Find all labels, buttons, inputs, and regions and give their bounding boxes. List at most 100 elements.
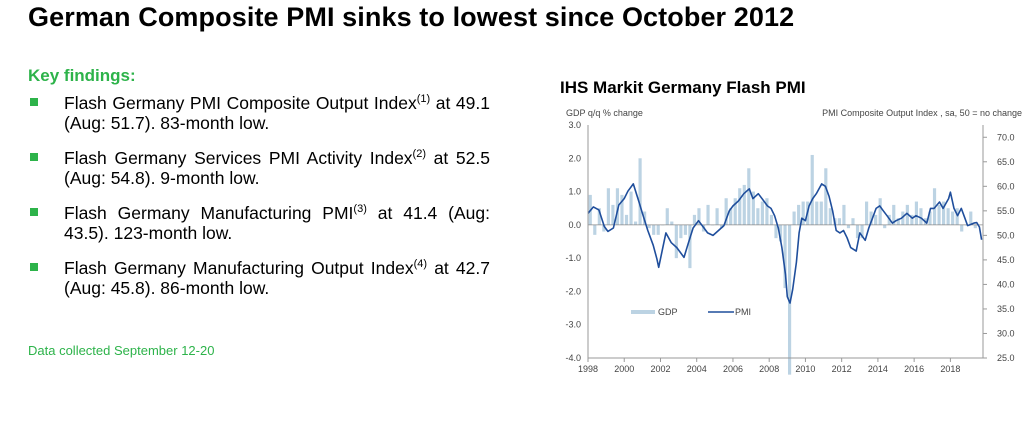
gdp-bar (905, 204, 909, 225)
finding-detail: at 49.1 (Aug: 51.7). 83-month low. (64, 93, 490, 133)
x-tick-label: 2004 (687, 364, 707, 374)
left-tick-label: 3.0 (568, 120, 581, 130)
x-tick-label: 2006 (723, 364, 743, 374)
gdp-bar (828, 208, 832, 225)
right-tick-label: 35.0 (997, 304, 1015, 314)
finding-text: Flash Germany Manufacturing Output Index (64, 258, 414, 278)
gdp-bar (593, 224, 597, 235)
left-tick-label: 2.0 (568, 153, 581, 163)
gdp-bar (665, 208, 669, 225)
gdp-bar (765, 198, 769, 225)
gdp-bar (937, 204, 941, 225)
gdp-bar (706, 204, 710, 225)
right-tick-label: 50.0 (997, 230, 1015, 240)
left-tick-label: -3.0 (565, 320, 581, 330)
legend-gdp-label: GDP (658, 307, 678, 317)
gdp-bar (674, 224, 678, 259)
gdp-bar (801, 201, 805, 225)
right-tick-label: 40.0 (997, 279, 1015, 289)
gdp-bar (878, 198, 882, 225)
gdp-bar (851, 218, 855, 225)
footnote-ref: (3) (353, 203, 367, 216)
gdp-bar (656, 224, 660, 235)
footnote-ref: (2) (412, 148, 426, 161)
gdp-bar (638, 158, 642, 225)
data-collection-note: Data collected September 12-20 (28, 343, 215, 358)
gdp-bar (960, 224, 964, 232)
gdp-bar (611, 204, 615, 225)
left-tick-label: -1.0 (565, 253, 581, 263)
gdp-bar (679, 224, 683, 239)
gdp-bar (892, 204, 896, 225)
gdp-bar (855, 224, 860, 239)
x-tick-label: 2014 (868, 364, 888, 374)
gdp-bar (597, 208, 601, 225)
gdp-bar (910, 214, 914, 225)
gdp-bar (932, 188, 937, 225)
right-axis-label: PMI Composite Output Index , sa, 50 = no… (822, 108, 1022, 118)
left-tick-label: 1.0 (568, 187, 581, 197)
bullet-square-icon (30, 208, 38, 216)
bullet-square-icon (30, 98, 38, 106)
gdp-bar (864, 201, 869, 225)
right-tick-label: 30.0 (997, 328, 1015, 338)
gdp-bar (901, 211, 905, 225)
finding-item: Flash Germany PMI Composite Output Index… (28, 93, 490, 133)
gdp-bar (760, 201, 764, 225)
gdp-bar (769, 214, 774, 225)
gdp-bar (874, 214, 878, 225)
finding-text: Flash Germany Manufacturing PMI (64, 203, 354, 223)
gdp-bar (688, 224, 692, 269)
gdp-bar (846, 224, 851, 229)
pmi-gdp-chart: GDP q/q % change PMI Composite Output Ind… (565, 108, 1022, 375)
x-tick-label: 2008 (759, 364, 779, 374)
gdp-bar (869, 211, 873, 225)
gdp-bar (670, 221, 674, 225)
gdp-bar (787, 224, 792, 375)
gdp-bar (942, 201, 946, 225)
x-tick-label: 1998 (578, 364, 598, 374)
left-tick-label: -4.0 (565, 353, 581, 363)
finding-item: Flash Germany Manufacturing Output Index… (28, 258, 490, 298)
left-tick-label: 0.0 (568, 220, 581, 230)
gdp-bar (792, 211, 796, 225)
gdp-bar (742, 184, 746, 225)
finding-text: Flash Germany PMI Composite Output Index (64, 93, 417, 113)
gdp-bar (602, 224, 606, 232)
gdp-bar (928, 211, 932, 225)
gdp-bar (896, 218, 900, 225)
pmi-line (587, 183, 983, 304)
x-tick-label: 2018 (940, 364, 960, 374)
key-findings-heading: Key findings: (28, 66, 136, 85)
gdp-bar (883, 224, 887, 229)
x-tick-label: 2000 (614, 364, 634, 374)
gdp-bar (810, 154, 814, 225)
left-tick-label: -2.0 (565, 286, 581, 296)
page-title: German Composite PMI sinks to lowest sin… (28, 2, 795, 32)
gdp-bar (778, 224, 783, 242)
gdp-bar (629, 191, 633, 225)
gdp-bar (606, 188, 610, 225)
gdp-bar (955, 208, 959, 225)
gdp-bar (860, 224, 864, 239)
bullet-square-icon (30, 263, 38, 271)
right-tick-label: 45.0 (997, 255, 1015, 265)
key-findings-list: Flash Germany PMI Composite Output Index… (28, 93, 490, 313)
right-tick-label: 70.0 (997, 132, 1015, 142)
x-tick-label: 2012 (832, 364, 852, 374)
footnote-ref: (1) (416, 93, 431, 106)
gdp-bar (624, 214, 629, 225)
gdp-bar (751, 191, 755, 225)
gdp-bar (969, 211, 973, 225)
gdp-bar (720, 224, 724, 229)
gdp-bar (973, 224, 977, 229)
x-tick-label: 2010 (795, 364, 815, 374)
gdp-bar (756, 208, 760, 225)
gdp-bar (819, 201, 823, 225)
gdp-bar (797, 204, 801, 225)
footnote-ref: (4) (413, 258, 428, 271)
gdp-bar (842, 204, 846, 225)
finding-item: Flash Germany Services PMI Activity Inde… (28, 148, 490, 188)
gdp-bar (738, 188, 742, 225)
gdp-bar (683, 224, 687, 235)
